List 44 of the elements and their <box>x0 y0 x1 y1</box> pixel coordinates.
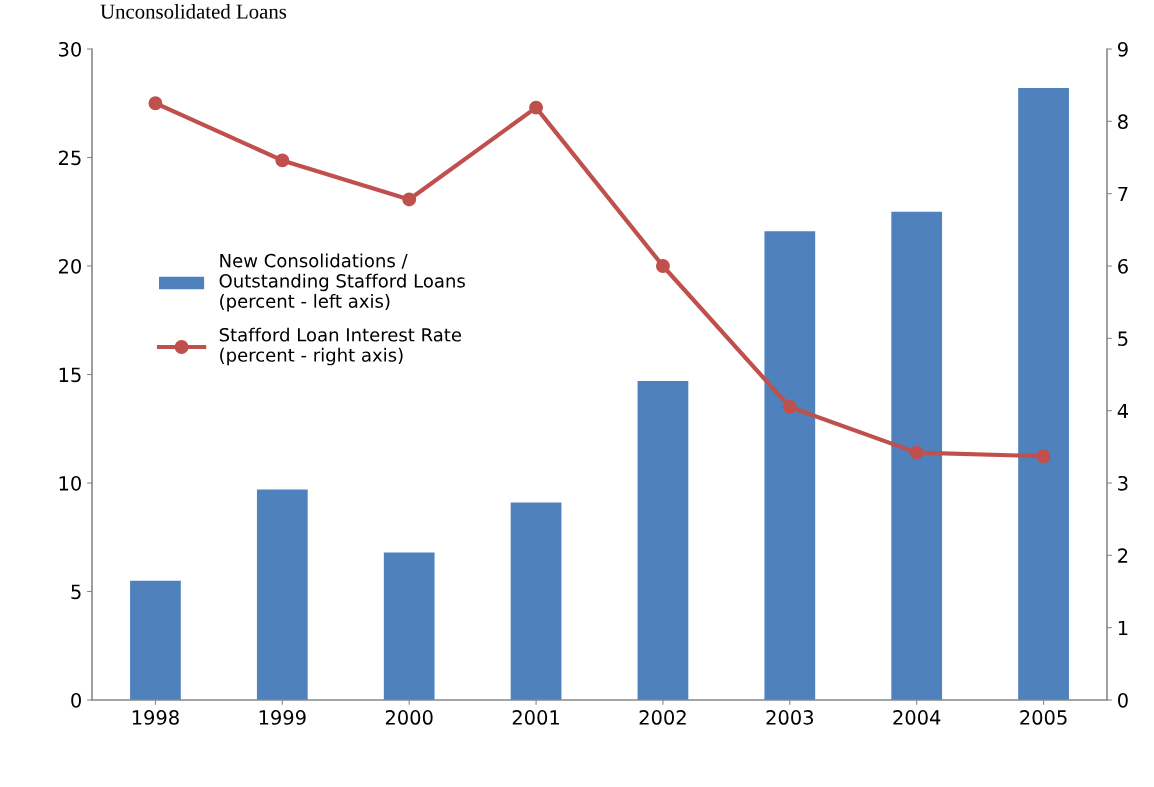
legend-label: New Consolidations / Outstanding Stafford Loans (percent - left axis) <box>219 253 465 312</box>
x-tick-label: 1998 <box>132 710 179 725</box>
y2-tick-label: 6 <box>1118 258 1128 274</box>
x-tick-label: 2003 <box>766 710 813 725</box>
x-tick-label: 2000 <box>385 710 433 725</box>
x-tick-label: 1999 <box>259 710 306 725</box>
y2-tick-label: 7 <box>1118 186 1128 202</box>
bar <box>510 502 562 700</box>
y-tick-label: 10 <box>59 475 81 491</box>
chart-title: Unconsolidated Loans <box>100 4 287 19</box>
point <box>1036 449 1051 464</box>
y2-tick-label: 5 <box>1118 331 1128 346</box>
x-tick-label: 2005 <box>1020 710 1067 725</box>
y2-tick-label: 4 <box>1117 403 1128 419</box>
point <box>275 153 290 168</box>
y2-tick-label: 0 <box>1118 692 1128 708</box>
y2-tick-label: 1 <box>1118 620 1128 636</box>
bar <box>637 381 689 700</box>
x-tick-label: 2001 <box>512 710 560 725</box>
x-tick-label: 2004 <box>893 710 941 725</box>
bar <box>256 489 308 700</box>
point <box>655 259 670 273</box>
y2-tick-label: 2 <box>1118 548 1128 563</box>
point <box>148 96 163 111</box>
point <box>782 400 797 414</box>
x-tick-label: 2002 <box>639 710 686 725</box>
y2-tick-label: 3 <box>1118 475 1128 491</box>
y-tick-label: 0 <box>71 692 81 708</box>
y-tick-label: 30 <box>59 41 81 57</box>
legend-label: Stafford Loan Interest Rate (percent - right axis) <box>219 327 462 366</box>
y2-tick-label: 9 <box>1117 41 1128 57</box>
y-tick-label: 25 <box>58 150 81 166</box>
point <box>402 192 417 207</box>
bar <box>891 211 943 700</box>
y-tick-label: 15 <box>59 367 81 383</box>
bar <box>764 231 816 700</box>
point <box>529 100 544 115</box>
y-tick-label: 5 <box>71 584 81 600</box>
y2-tick-label: 8 <box>1118 114 1128 129</box>
bar <box>1018 88 1069 700</box>
bar <box>383 552 435 700</box>
y-tick-label: 20 <box>58 258 81 274</box>
point <box>909 445 924 460</box>
bar <box>130 580 181 700</box>
